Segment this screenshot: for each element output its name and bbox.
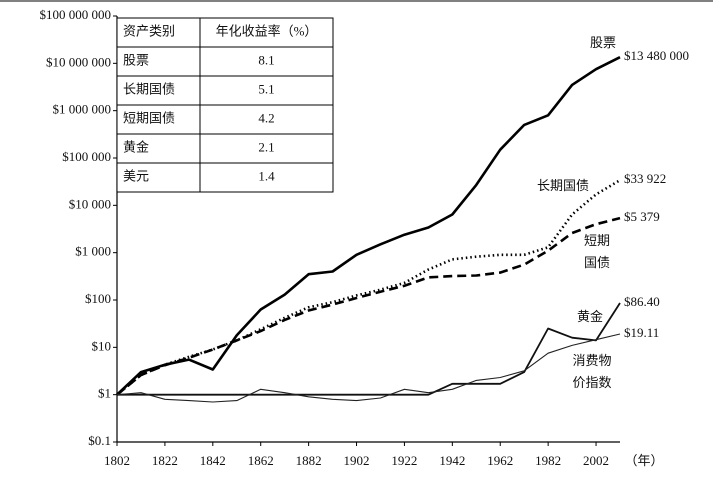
series-label: 股票 [590, 35, 616, 50]
x-tick-label: 1942 [439, 453, 465, 468]
table-cell: 5.1 [258, 81, 274, 96]
x-tick-label: 1882 [296, 453, 322, 468]
x-tick-label: 1962 [487, 453, 513, 468]
y-tick-label: $10 000 [69, 196, 111, 211]
y-tick-label: $1 000 [75, 244, 111, 259]
series-line [117, 302, 621, 396]
table-cell: 4.2 [258, 110, 274, 125]
table-cell: 美元 [123, 168, 149, 183]
end-value-label: $5 379 [624, 209, 660, 224]
table-cell: 股票 [123, 52, 149, 67]
table-cell: 长期国债 [123, 81, 175, 96]
x-tick-label: 1982 [535, 453, 561, 468]
y-tick-label: $100 [85, 291, 111, 306]
end-value-label: $19.11 [624, 325, 659, 340]
x-tick-label: 1802 [104, 453, 130, 468]
table-header: 年化收益率（%） [216, 23, 318, 38]
x-unit: （年） [624, 453, 663, 468]
y-tick-label: $10 [92, 338, 112, 353]
series-line [116, 216, 621, 396]
end-value-label: $13 480 000 [624, 48, 689, 63]
end-value-label: $33 922 [624, 171, 666, 186]
table-header: 资产类别 [123, 23, 175, 38]
x-tick-label: 1842 [200, 453, 226, 468]
table-cell: 短期国债 [123, 110, 175, 125]
table-cell: 8.1 [258, 52, 274, 67]
y-tick-label: $1 [98, 386, 111, 401]
end-value-label: $86.40 [624, 294, 660, 309]
x-tick-label: 1922 [391, 453, 417, 468]
x-tick-label: 2002 [583, 453, 609, 468]
series-line [116, 179, 621, 396]
x-tick-label: 1862 [248, 453, 274, 468]
x-tick-label: 1902 [344, 453, 370, 468]
series-label: 消费物 [572, 353, 611, 368]
series-label: 黄金 [577, 309, 603, 324]
series-label: 价指数 [572, 375, 611, 390]
y-tick-label: $100 000 [62, 149, 111, 164]
y-tick-label: $1 000 000 [53, 102, 112, 117]
table-cell: 1.4 [258, 168, 275, 183]
table-cell: 黄金 [123, 139, 149, 154]
series-label: 国债 [584, 255, 610, 270]
series-line [116, 333, 621, 403]
y-tick-label: $10 000 000 [46, 54, 111, 69]
x-tick-label: 1822 [152, 453, 178, 468]
y-tick-label: $0.1 [88, 433, 111, 448]
series-line [116, 56, 621, 396]
series-label: 短期 [584, 233, 610, 248]
table-cell: 2.1 [258, 139, 274, 154]
y-tick-label: $100 000 000 [40, 7, 112, 22]
series-label: 长期国债 [537, 178, 589, 193]
